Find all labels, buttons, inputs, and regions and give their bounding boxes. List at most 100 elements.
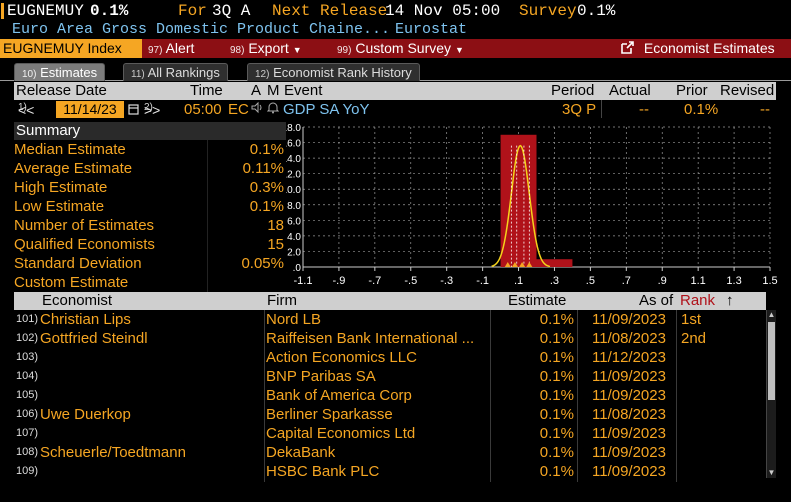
custom-survey-button[interactable]: 99) Custom Survey ▼ xyxy=(337,39,464,58)
alert-button[interactable]: 97) Alert xyxy=(148,39,194,58)
summary-value: 18 xyxy=(267,217,284,234)
economist-name: Scheuerle/Toedtmann xyxy=(40,444,186,461)
sort-arrow-icon[interactable]: ↑ xyxy=(726,292,734,309)
calendar-icon[interactable] xyxy=(128,102,139,118)
col-time[interactable]: Time xyxy=(190,82,223,99)
tab-economist-rank-history[interactable]: 12) Economist Rank History xyxy=(247,63,420,81)
estimate-value: 0.1% xyxy=(539,330,574,347)
x-tick-label: -.9 xyxy=(333,275,346,287)
security-field-text: EUGNEMUY Index xyxy=(3,40,122,56)
col-m[interactable]: M xyxy=(267,82,280,99)
firm-name: Bank of America Corp xyxy=(266,387,412,404)
x-tick-label: .1 xyxy=(514,275,523,287)
y-tick-label: 16.0 xyxy=(286,139,301,150)
chevron-down-icon: ▼ xyxy=(292,45,302,55)
x-tick-label: 1.3 xyxy=(726,275,741,287)
col-rank[interactable]: Rank xyxy=(680,292,716,309)
export-button[interactable]: 98) Export ▼ xyxy=(230,39,302,58)
table-row[interactable]: 105) Bank of America Corp 0.1% 11/09/2023 xyxy=(14,386,766,405)
table-row[interactable]: 109) HSBC Bank PLC 0.1% 11/09/2023 xyxy=(14,462,766,481)
table-row[interactable]: 106) Uwe Duerkop Berliner Sparkasse 0.1% 11/… xyxy=(14,405,766,424)
table-row[interactable]: 102) Gottfried Steindl Raiffeisen Bank Int… xyxy=(14,329,766,348)
export-label: Export xyxy=(248,40,289,56)
firm-name: Action Economics LLC xyxy=(266,349,417,366)
chevron-down-icon: ▼ xyxy=(454,45,464,55)
summary-label: Low Estimate xyxy=(14,198,105,215)
accent-bar xyxy=(1,3,4,19)
y-tick-label: 8.0 xyxy=(287,201,301,212)
summary-row: Qualified Economists 15 xyxy=(14,235,286,254)
security-field[interactable]: EUGNEMUY Index xyxy=(0,39,142,58)
for-label: For xyxy=(178,2,207,20)
economist-name: Christian Lips xyxy=(40,311,131,328)
prev-label: << xyxy=(18,102,35,118)
row-index: 107) xyxy=(16,427,39,439)
row-index: 102) xyxy=(16,332,39,344)
col-prior[interactable]: Prior xyxy=(676,82,708,99)
release-date-input[interactable]: 11/14/23 xyxy=(56,101,124,118)
tab-estimates[interactable]: 10) Estimates xyxy=(14,63,106,81)
col-a[interactable]: A xyxy=(251,82,262,99)
histogram-bar xyxy=(500,134,537,267)
as-of-date: 11/09/2023 xyxy=(592,444,666,461)
y-tick-label: 14.0 xyxy=(286,154,301,165)
next-release-value: 14 Nov 05:00 xyxy=(385,2,501,20)
scroll-down-icon[interactable]: ▼ xyxy=(767,468,776,477)
tab-label: Estimates xyxy=(40,65,98,80)
event-name[interactable]: GDP SA YoY xyxy=(283,101,370,118)
economist-name: Uwe Duerkop xyxy=(40,406,131,423)
tab-label: Economist Rank History xyxy=(273,65,412,80)
row-index: 103) xyxy=(16,351,39,363)
security-description: Euro Area Gross Domestic Product Chaine.… xyxy=(12,21,391,38)
divider xyxy=(601,100,602,118)
table-row[interactable]: 107) Capital Economics Ltd 0.1% 11/09/2023 xyxy=(14,424,766,443)
prior-value: 0.1% xyxy=(684,101,719,118)
as-of-date: 11/09/2023 xyxy=(592,425,666,442)
col-period[interactable]: Period xyxy=(551,82,595,99)
summary-value: 0.1% xyxy=(249,198,284,215)
col-release-date[interactable]: Release Date xyxy=(16,82,107,99)
tab-label: All Rankings xyxy=(147,65,220,80)
col-actual[interactable]: Actual xyxy=(609,82,651,99)
as-of-date: 11/09/2023 xyxy=(592,387,666,404)
summary-label: Custom Estimate xyxy=(14,274,129,291)
estimate-marker xyxy=(526,262,533,267)
estimate-value: 0.1% xyxy=(539,425,574,442)
summary-row: Median Estimate 0.1% xyxy=(14,140,286,159)
col-estimate[interactable]: Estimate xyxy=(508,292,567,309)
table-row[interactable]: 108) Scheuerle/Toedtmann DekaBank 0.1% 11/09… xyxy=(14,443,766,462)
scroll-up-icon[interactable]: ▲ xyxy=(767,310,776,319)
y-tick-label: 10.0 xyxy=(286,185,301,196)
distribution-curve xyxy=(491,144,551,268)
header-row: EUGNEMUY 0.1% For 3Q A Next Release 14 N… xyxy=(0,0,791,22)
firm-name: DekaBank xyxy=(266,444,336,461)
custom-label: Custom Survey xyxy=(355,40,452,56)
as-of-date: 11/08/2023 xyxy=(592,406,666,423)
economist-estimates-button[interactable]: Economist Estimates xyxy=(620,39,775,58)
col-event[interactable]: Event xyxy=(284,82,323,99)
scrollbar[interactable]: ▲ ▼ xyxy=(766,310,776,478)
col-firm[interactable]: Firm xyxy=(267,292,297,309)
table-row[interactable]: 101) Christian Lips Nord LB 0.1% 11/09/2023 1… xyxy=(14,310,766,329)
col-as-of[interactable]: As of xyxy=(639,292,674,309)
divider xyxy=(264,310,265,482)
summary-title: Summary xyxy=(14,122,286,140)
x-tick-label: -.5 xyxy=(404,275,417,287)
table-row[interactable]: 103) Action Economics LLC 0.1% 11/12/2023 xyxy=(14,348,766,367)
table-row[interactable]: 104) BNP Paribas SA 0.1% 11/09/2023 xyxy=(14,367,766,386)
row-index: 108) xyxy=(16,446,39,458)
prev-num: 1) xyxy=(18,102,27,113)
tab-all-rankings[interactable]: 11) All Rankings xyxy=(123,63,228,81)
release-time: 05:00 xyxy=(184,101,222,118)
col-economist[interactable]: Economist xyxy=(42,292,113,309)
speaker-icon[interactable] xyxy=(251,101,264,117)
row-index: 109) xyxy=(16,465,39,477)
scrollbar-thumb[interactable] xyxy=(768,322,775,400)
x-tick-label: 1.1 xyxy=(691,275,706,287)
summary-value: 0.3% xyxy=(249,179,284,196)
firm-name: Nord LB xyxy=(266,311,322,328)
as-of-date: 11/12/2023 xyxy=(592,349,666,366)
summary-row[interactable]: Custom Estimate xyxy=(14,273,286,292)
bell-icon[interactable] xyxy=(266,101,280,117)
col-revised[interactable]: Revised xyxy=(720,82,775,99)
